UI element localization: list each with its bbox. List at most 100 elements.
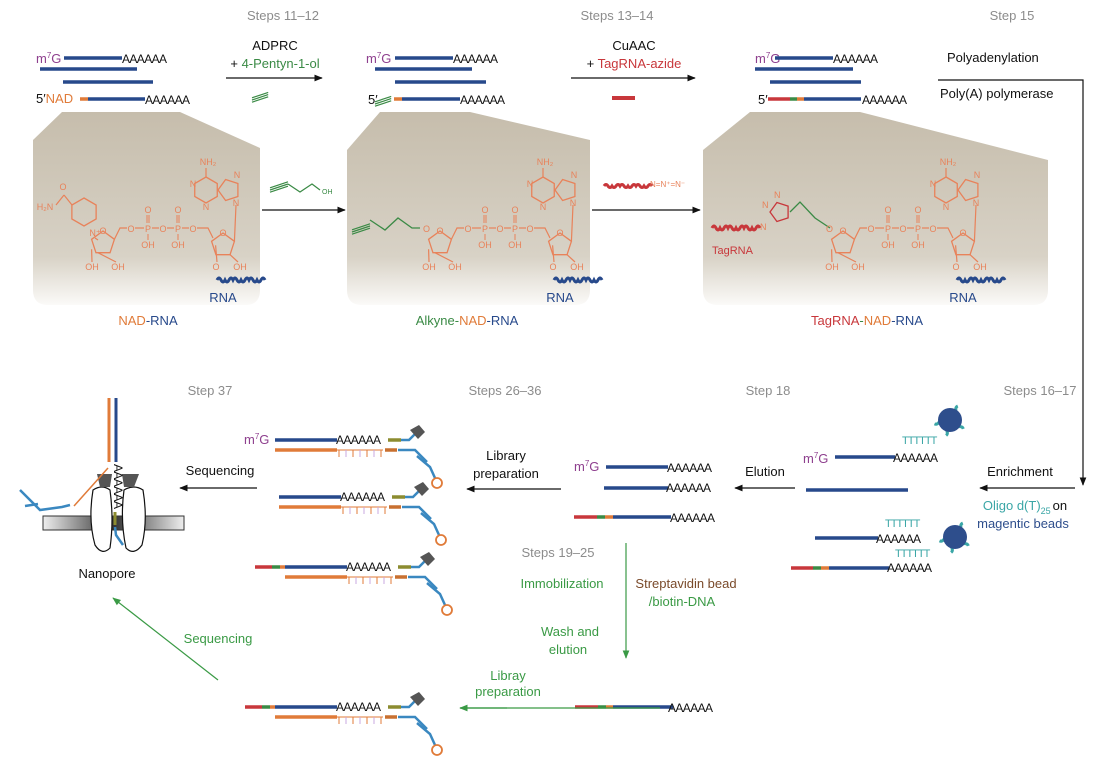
biotin-dna-label: /biotin-DNA (649, 594, 716, 609)
atom-label: N (973, 198, 980, 208)
adapter (402, 505, 432, 520)
polya-tail: AAAAAA (336, 433, 381, 447)
nanopore-label: Nanopore (78, 566, 135, 581)
bond (973, 204, 977, 242)
atom-label: N (943, 202, 950, 212)
polya-tail: AAAAAA (145, 93, 190, 107)
pore-protein-left (90, 486, 113, 552)
bond (97, 252, 117, 263)
azide-label: N=N⁺=N⁻ (650, 180, 685, 189)
pentynol-label: + 4-Pentyn-1-ol (230, 56, 319, 71)
bond (551, 245, 555, 263)
elution-label: Elution (745, 464, 785, 479)
rna-label: RNA (546, 290, 574, 305)
step-label: Steps 19–25 (521, 545, 594, 560)
atom-label: N (974, 170, 981, 180)
streptavidin-label: Streptavidin bead (635, 576, 736, 591)
atom-label: O (127, 224, 134, 234)
atom-label: N (930, 179, 937, 189)
atom-label: O (496, 224, 503, 234)
tagrna-strand-icon (710, 224, 762, 232)
atom-label: N (571, 170, 578, 180)
atom-label: OH (911, 240, 925, 250)
polya-tail: AAAAAA (346, 560, 391, 574)
oligo-dt-label: Oligo d(T)25 on (983, 498, 1067, 516)
bond (214, 245, 218, 263)
tagrna-nad-rna-caption: TagRNA-NAD-RNA (811, 313, 923, 328)
rna-strand-icon (955, 276, 1007, 284)
atom-label: O (423, 224, 430, 234)
ribose-ring (830, 230, 856, 254)
nad-rna-5prime-label: 5′NAD (36, 91, 73, 106)
triazole-ring (769, 201, 789, 223)
polya-tail: AAAAAA (862, 93, 907, 107)
adenine-ring (957, 178, 979, 202)
adapter (420, 512, 441, 536)
bond (937, 227, 954, 239)
alkyne-icon (351, 227, 371, 235)
atom-label: O (867, 224, 874, 234)
adenine-ring (554, 178, 576, 202)
bond (197, 227, 214, 239)
motor-protein (122, 474, 139, 487)
atom-label: O (899, 224, 906, 234)
adapter (426, 582, 447, 606)
bond (434, 252, 454, 263)
polya-tail: AAAAAA (122, 52, 167, 66)
atom-label: O (952, 262, 959, 272)
atom-label: O (99, 226, 106, 236)
atom-label: N⁺ (89, 228, 100, 238)
oligo-dt-label: TTTTTT (885, 518, 921, 530)
m7g-cap-label: m7G (366, 51, 391, 66)
bond (113, 227, 127, 240)
motor-protein (97, 474, 112, 487)
polya-tail: AAAAAA (111, 464, 125, 509)
preparation-green-label: preparation (475, 684, 541, 699)
atom-label: N (234, 170, 241, 180)
atom-label: H₂N (37, 202, 54, 212)
atom-label: OH (881, 240, 895, 250)
alkyne-icon (251, 94, 269, 101)
atom-label: N (760, 222, 767, 232)
generated-elements: m7G AAAAAA 5′NAD AAAAAA m7G AAAAAA 5′ AAAAAA m7G… (36, 51, 1007, 756)
motor-protein-icon (410, 692, 425, 706)
motor-protein-icon (420, 552, 435, 566)
bond (534, 227, 551, 239)
immobilization-label: Immobilization (520, 576, 603, 591)
atom-label: N (540, 202, 547, 212)
atom-label: O (826, 224, 833, 234)
adapter-tether-icon (431, 477, 443, 489)
libray-label: Libray (490, 668, 526, 683)
polya-tail: AAAAAA (893, 451, 938, 465)
bond (853, 227, 867, 240)
bond (63, 194, 73, 206)
alkyne-icon (374, 95, 392, 103)
bond (94, 237, 99, 241)
atom-label: P (915, 224, 921, 234)
ribose-ring (427, 230, 453, 254)
atom-label: NH₂ (200, 157, 217, 167)
ribose-ring (950, 232, 976, 256)
atom-label: N (570, 198, 577, 208)
alkyne-icon (351, 225, 371, 233)
atom-label: NH₂ (940, 157, 957, 167)
adapter-tether-icon (431, 744, 443, 756)
bond (837, 252, 857, 263)
step-label: Step 37 (188, 383, 233, 398)
atom-label: O (212, 262, 219, 272)
atom-label: O (884, 205, 891, 215)
step-label: Step 15 (990, 8, 1035, 23)
adenine-ring (194, 176, 218, 204)
atom-label: O (159, 224, 166, 234)
atom-label: O (511, 205, 518, 215)
magnetic-beads-label: magentic beads (977, 516, 1069, 531)
linker (789, 201, 831, 229)
five-prime-label: 5′ (368, 92, 378, 107)
atom-label: NH₂ (537, 157, 554, 167)
atom-label: O (549, 262, 556, 272)
atom-label: O (174, 205, 181, 215)
five-prime-label: 5′ (758, 92, 768, 107)
polya-polymerase-label: Poly(A) polymerase (940, 86, 1053, 101)
atom-label: O (914, 205, 921, 215)
